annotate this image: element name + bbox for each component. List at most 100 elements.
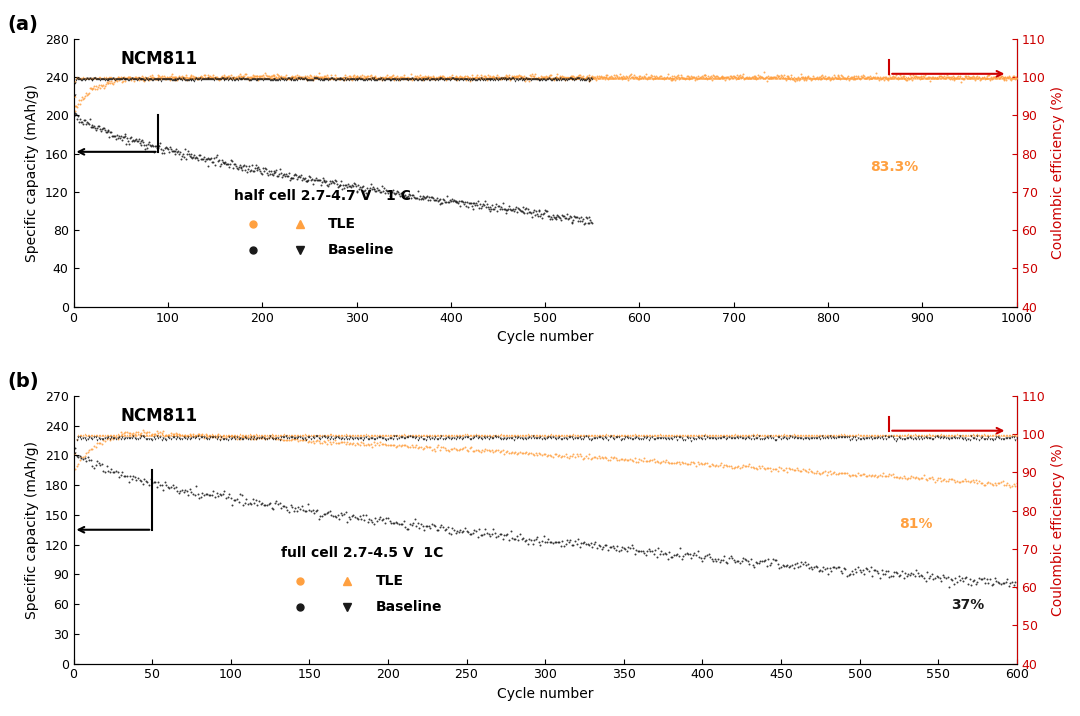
Point xyxy=(543,72,561,83)
Point xyxy=(322,72,339,84)
Point xyxy=(430,524,447,536)
Point xyxy=(279,72,296,84)
Point xyxy=(176,72,193,84)
Point xyxy=(188,429,205,440)
Point xyxy=(937,72,955,83)
Point xyxy=(139,477,157,488)
Point xyxy=(82,72,99,83)
Point xyxy=(183,486,200,498)
Point xyxy=(206,72,224,83)
Point xyxy=(657,72,674,84)
Point xyxy=(647,72,664,83)
Point xyxy=(241,72,258,83)
Point xyxy=(289,430,307,441)
Point xyxy=(631,72,648,83)
Point xyxy=(742,72,759,84)
Point xyxy=(531,210,549,221)
Point xyxy=(320,180,337,192)
Point xyxy=(595,429,612,440)
Point xyxy=(87,124,105,135)
Point xyxy=(285,74,302,86)
Point xyxy=(340,74,357,85)
Point xyxy=(278,74,295,85)
Point xyxy=(299,429,316,440)
Point xyxy=(431,198,448,210)
Point xyxy=(335,72,352,84)
Point xyxy=(633,72,650,84)
Point xyxy=(216,430,233,441)
Point xyxy=(595,72,612,83)
Point xyxy=(881,431,899,442)
Point xyxy=(255,163,272,174)
Point xyxy=(279,72,296,84)
Point xyxy=(246,162,264,173)
Point xyxy=(544,73,562,84)
Point xyxy=(352,513,369,524)
Point xyxy=(248,70,266,82)
Point xyxy=(367,433,384,445)
Point xyxy=(226,432,243,443)
Point xyxy=(755,429,772,440)
Point xyxy=(292,171,309,183)
Point xyxy=(757,463,774,475)
Point xyxy=(282,74,299,85)
Point xyxy=(716,73,733,84)
Point xyxy=(122,72,139,83)
Point xyxy=(369,432,387,443)
Point xyxy=(98,430,116,441)
Point xyxy=(422,72,440,84)
Point xyxy=(987,576,1004,587)
Point xyxy=(697,433,714,445)
Point xyxy=(195,69,213,80)
Point xyxy=(85,430,103,441)
Point xyxy=(183,74,200,86)
Point xyxy=(406,432,423,444)
Point xyxy=(603,430,620,442)
Point xyxy=(754,430,771,441)
Point xyxy=(87,459,105,470)
Point xyxy=(419,441,436,453)
Point xyxy=(782,561,799,572)
Point xyxy=(461,75,478,87)
Point xyxy=(440,430,457,441)
Point xyxy=(313,177,330,188)
Point xyxy=(464,72,482,84)
Point xyxy=(395,73,413,84)
Point xyxy=(497,529,514,541)
Point xyxy=(300,74,318,86)
Point xyxy=(264,72,281,84)
Point xyxy=(451,444,469,455)
Point xyxy=(315,70,333,82)
Point xyxy=(617,543,634,555)
Point xyxy=(550,210,567,221)
Point xyxy=(863,433,880,445)
Point xyxy=(598,432,616,444)
Point xyxy=(178,72,195,83)
Point xyxy=(363,72,380,83)
Point xyxy=(132,74,149,85)
Point xyxy=(562,534,579,546)
Point xyxy=(693,429,711,440)
Point xyxy=(150,142,167,154)
Point xyxy=(411,69,429,80)
Point xyxy=(403,440,420,451)
Point xyxy=(517,72,535,83)
Point xyxy=(187,73,204,84)
Point xyxy=(964,72,982,84)
Point xyxy=(189,73,206,84)
Point xyxy=(296,435,313,446)
Point xyxy=(751,71,768,82)
Point xyxy=(430,72,447,83)
Point xyxy=(769,465,786,476)
Point xyxy=(993,579,1010,590)
Point xyxy=(1000,72,1017,83)
Point xyxy=(158,72,175,84)
Point xyxy=(750,72,767,84)
Point xyxy=(326,175,343,186)
Point xyxy=(983,579,1000,591)
Point xyxy=(540,72,557,84)
Point xyxy=(983,72,1000,83)
Point xyxy=(955,432,972,444)
Point xyxy=(353,69,370,81)
Point xyxy=(389,74,406,85)
